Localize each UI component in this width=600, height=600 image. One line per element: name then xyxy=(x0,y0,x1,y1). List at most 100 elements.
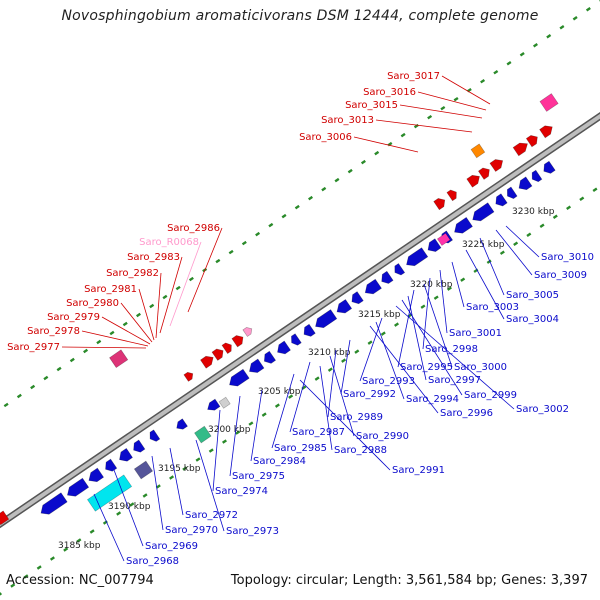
tick-dot xyxy=(321,186,327,192)
forward-gene-label-leader xyxy=(155,272,162,339)
tick-dot xyxy=(274,403,280,408)
tick-dot xyxy=(380,331,386,336)
tick-dot xyxy=(374,150,380,156)
reverse-gene xyxy=(88,467,105,483)
tick-dot xyxy=(453,96,459,102)
tick-dot xyxy=(16,393,22,399)
tick-label: 3200 kbp xyxy=(208,425,251,435)
reverse-gene xyxy=(315,309,338,329)
tick-dot xyxy=(341,358,347,363)
tick-dot xyxy=(513,241,519,246)
reverse-gene xyxy=(263,350,277,364)
tick-dot xyxy=(420,304,426,309)
reverse-gene-label-leader xyxy=(327,349,337,418)
tick-dot xyxy=(221,439,227,444)
reverse-gene-label-leader xyxy=(407,295,427,381)
reverse-feature-pink xyxy=(436,232,451,246)
reverse-gene-label-leader xyxy=(375,321,405,400)
reverse-feature-grey xyxy=(218,396,231,409)
reverse-gene xyxy=(406,247,429,267)
reverse-gene xyxy=(381,270,394,284)
reverse-gene-label-leader xyxy=(229,395,241,477)
forward-gene-label-leader xyxy=(159,256,183,334)
tick-dot xyxy=(268,222,274,228)
tick-dot xyxy=(579,196,585,201)
forward-gene-label: Saro_2981 xyxy=(84,284,137,295)
forward-gene-label-leader xyxy=(187,227,223,313)
tick-dot xyxy=(281,213,287,219)
reverse-gene xyxy=(427,238,442,252)
tick-dot xyxy=(135,312,141,318)
reverse-feature-cyan xyxy=(86,474,133,512)
tick-label: 3210 kbp xyxy=(308,348,351,358)
reverse-gene-label-leader xyxy=(505,225,540,258)
reverse-gene xyxy=(291,333,302,346)
tick-dot xyxy=(182,466,188,471)
reverse-gene-label: Saro_3000 xyxy=(454,362,507,373)
tick-dot xyxy=(228,249,234,255)
tick-label: 3185 kbp xyxy=(58,541,101,551)
tick-dot xyxy=(552,214,558,219)
tick-dot xyxy=(486,259,492,264)
tick-dot xyxy=(394,322,400,327)
reverse-gene-label: Saro_3010 xyxy=(541,252,594,263)
reverse-gene-label-leader xyxy=(319,365,333,451)
reverse-tick-track xyxy=(0,187,598,597)
reverse-gene xyxy=(277,340,291,355)
forward-gene xyxy=(512,142,528,157)
forward-gene-label-leader xyxy=(101,316,151,345)
reverse-gene-label-leader xyxy=(495,229,533,276)
reverse-gene xyxy=(40,492,68,515)
tick-dot xyxy=(532,42,538,48)
tick-dot xyxy=(460,277,466,282)
reverse-gene-label: Saro_3005 xyxy=(506,290,559,301)
forward-gene-label: Saro_2979 xyxy=(47,312,100,323)
tick-label: 3205 kbp xyxy=(258,387,301,397)
tick-dot xyxy=(539,223,545,228)
forward-gene xyxy=(446,189,457,202)
reverse-gene-label: Saro_3009 xyxy=(534,270,587,281)
reverse-gene-label: Saro_2999 xyxy=(464,390,517,401)
reverse-gene-label-leader xyxy=(340,339,351,395)
reverse-gene-label-leader xyxy=(395,305,515,410)
reverse-gene-label: Saro_2969 xyxy=(145,541,198,552)
forward-gene-label-leader xyxy=(417,91,487,111)
tick-dot xyxy=(0,592,3,597)
reverse-gene xyxy=(472,202,495,222)
reverse-gene-label: Saro_2973 xyxy=(226,526,279,537)
forward-gene-label: Saro_2980 xyxy=(66,298,119,309)
tick-dot xyxy=(195,457,201,462)
tick-dot xyxy=(83,348,89,354)
tick-dot xyxy=(572,16,578,21)
forward-gene-label-leader xyxy=(399,104,483,119)
tick-dot xyxy=(360,159,366,165)
reverse-gene-label: Saro_2989 xyxy=(330,412,383,423)
tick-dot xyxy=(559,25,565,30)
tick-dot xyxy=(314,376,320,381)
reverse-gene-label: Saro_2998 xyxy=(425,344,478,355)
tick-dot xyxy=(215,258,221,264)
reverse-gene xyxy=(518,176,533,191)
tick-dot xyxy=(585,7,591,12)
reverse-gene-label: Saro_2987 xyxy=(292,427,345,438)
reverse-gene-label-leader xyxy=(93,493,125,562)
reverse-gene-label: Saro_3001 xyxy=(449,328,502,339)
reverse-gene-label: Saro_2984 xyxy=(253,456,306,467)
tick-dot xyxy=(592,187,598,192)
forward-gene xyxy=(489,159,504,172)
reverse-gene-label-leader xyxy=(369,325,439,414)
reverse-gene-label: Saro_2972 xyxy=(185,510,238,521)
forward-gene-label: Saro_3017 xyxy=(387,71,440,82)
forward-tick-track xyxy=(3,0,600,408)
forward-gene-label-leader xyxy=(169,241,202,327)
tick-dot xyxy=(546,34,552,39)
forward-gene-label: Saro_3015 xyxy=(345,100,398,111)
tick-dot xyxy=(354,349,360,354)
tick-dot xyxy=(433,295,439,300)
reverse-gene xyxy=(67,477,90,497)
reverse-gene xyxy=(119,447,133,462)
forward-gene-label-leader xyxy=(81,330,149,347)
reverse-gene xyxy=(364,278,382,295)
tick-dot xyxy=(347,168,353,174)
